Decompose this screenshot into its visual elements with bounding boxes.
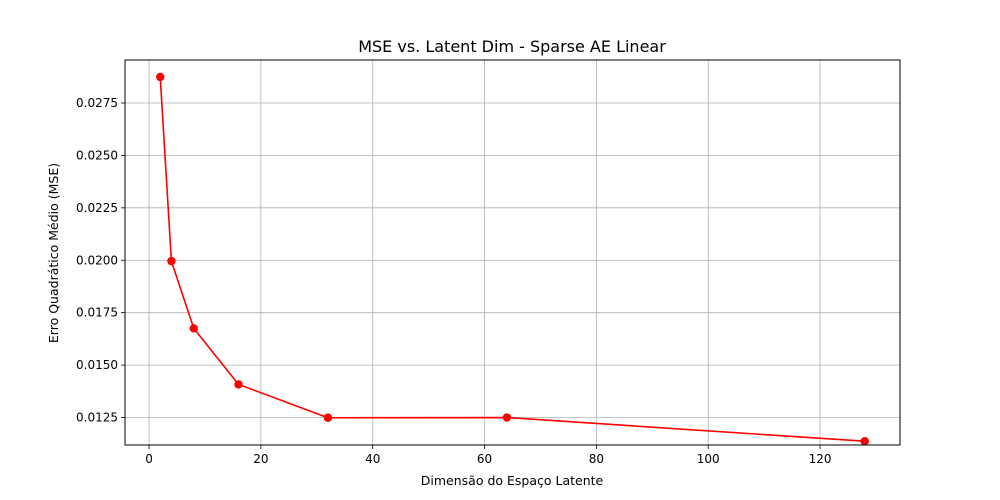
- y-tick-label: 0.0275: [76, 96, 118, 110]
- ticks: 0 20 40 60 80 100 120 0.0125 0.0150 0.0175 0.0200 0…: [76, 96, 831, 466]
- plot-frame: [124, 59, 901, 446]
- x-tick-label: 0: [145, 452, 153, 466]
- data-point: [234, 380, 243, 389]
- y-tick-label: 0.0175: [76, 306, 118, 320]
- y-tick-label: 0.0200: [76, 253, 118, 267]
- data-point: [156, 72, 165, 82]
- x-tick-label: 20: [253, 452, 268, 466]
- x-tick-label: 60: [477, 452, 492, 466]
- y-tick-label: 0.0225: [76, 201, 118, 215]
- x-tick-label: 120: [809, 452, 832, 466]
- y-tick-label: 0.0250: [76, 148, 118, 162]
- data-point: [860, 437, 869, 446]
- x-tick-label: 100: [697, 452, 720, 466]
- data-point: [189, 324, 198, 333]
- series-group: [156, 72, 869, 446]
- x-tick-label: 80: [589, 452, 604, 466]
- y-tick-label: 0.0150: [76, 358, 118, 372]
- data-point: [323, 413, 333, 422]
- chart-title: MSE vs. Latent Dim - Sparse AE Linear: [358, 37, 666, 56]
- y-tick-label: 0.0125: [76, 411, 118, 425]
- grid: [125, 60, 900, 445]
- y-axis-title: Erro Quadrático Médio (MSE): [46, 163, 61, 343]
- x-tick-label: 40: [365, 452, 380, 466]
- data-point: [167, 256, 176, 266]
- x-axis-title: Dimensão do Espaço Latente: [421, 473, 604, 488]
- data-point: [502, 413, 512, 422]
